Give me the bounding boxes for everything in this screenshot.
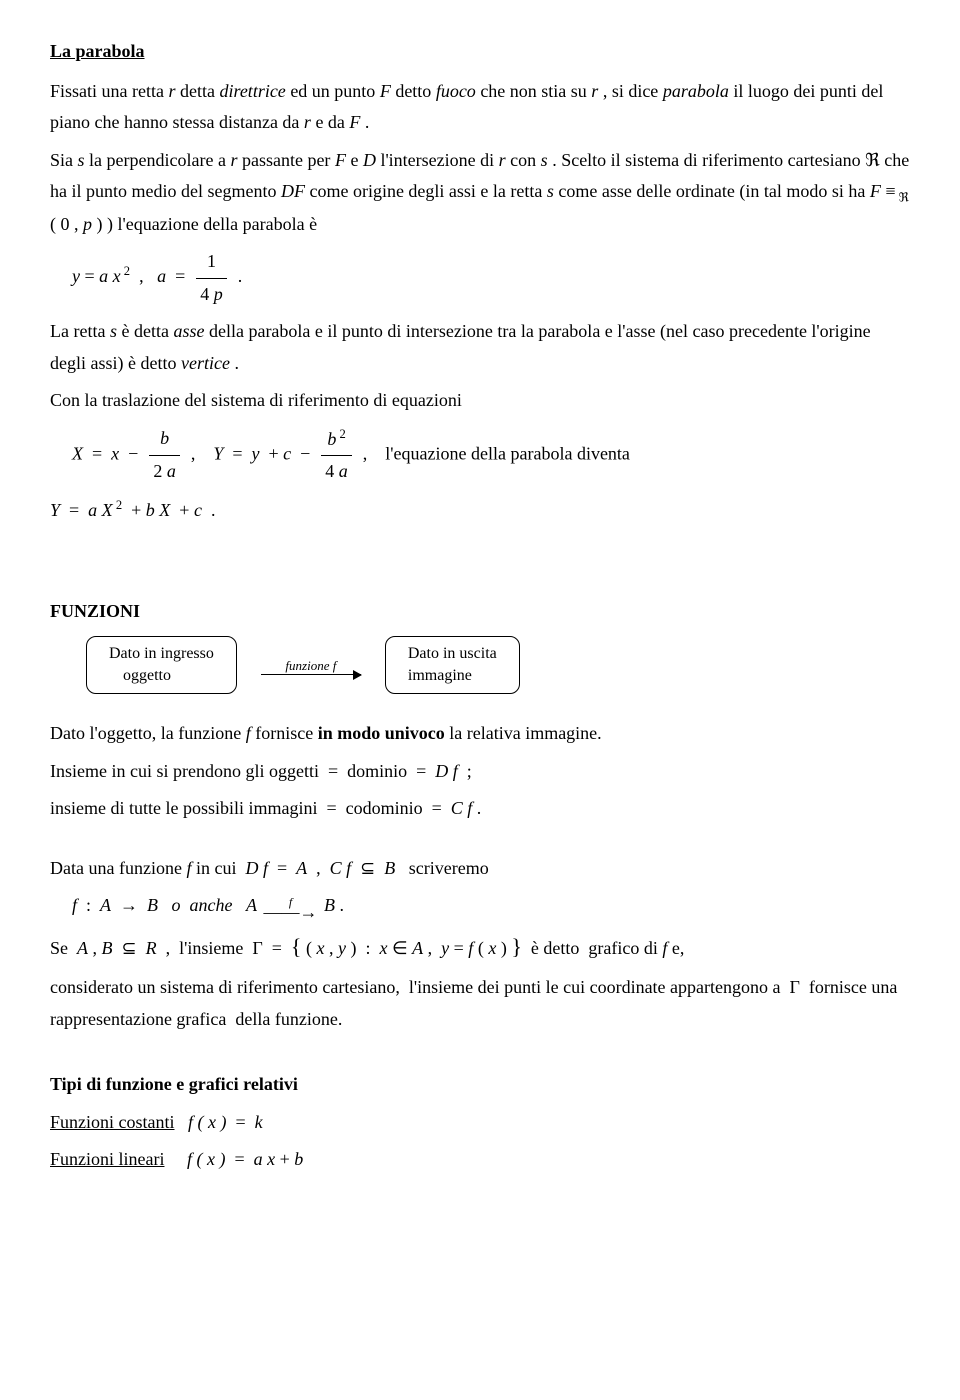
funzioni-lineari-label: Funzioni lineari	[50, 1149, 164, 1169]
parabola-eq1: y = a x 2 , a = 14 p .	[72, 246, 910, 310]
section-title-parabola: La parabola	[50, 36, 910, 68]
box-ingresso: Dato in ingresso oggetto	[86, 636, 237, 695]
arrow-line	[261, 674, 361, 676]
parabola-eq3: Y = a X 2 + b X + c .	[50, 494, 910, 527]
box-ingresso-l1: Dato in ingresso	[109, 645, 214, 662]
funzioni-p6a: Se A , B ⊆ R , l'insieme Γ = { ( x , y )…	[50, 928, 910, 967]
box-uscita: Dato in uscita immagine	[385, 636, 520, 695]
tipi-head: Tipi di funzione e grafici relativi	[50, 1069, 910, 1101]
arrow-funzione: funzione f	[261, 655, 361, 675]
parabola-eq2: X = x − b2 a , Y = y + c − b 24 a , l'eq…	[72, 423, 910, 488]
box-uscita-l2: immagine	[408, 667, 472, 684]
section-title-funzioni: FUNZIONI	[50, 596, 910, 628]
funzioni-p6b: considerato un sistema di riferimento ca…	[50, 972, 910, 1035]
funzioni-p2: Insieme in cui si prendono gli oggetti =…	[50, 756, 910, 788]
parabola-asse-vertice: La retta s è detta asse della parabola e…	[50, 316, 910, 379]
funzioni-costanti: Funzioni costanti f ( x ) = k	[50, 1107, 910, 1139]
funzioni-lineari: Funzioni lineari f ( x ) = a x + b	[50, 1144, 910, 1176]
box-ingresso-l2: oggetto	[109, 667, 171, 684]
funzioni-costanti-label: Funzioni costanti	[50, 1112, 175, 1132]
funzione-diagram: Dato in ingresso oggetto funzione f Dato…	[86, 636, 910, 695]
funzioni-p5: f : A → B o anche A f ——→ B .	[72, 890, 910, 922]
box-uscita-l1: Dato in uscita	[408, 645, 497, 662]
parabola-setup: Sia s la perpendicolare a r passante per…	[50, 145, 910, 241]
parabola-traslazione-intro: Con la traslazione del sistema di riferi…	[50, 385, 910, 417]
funzioni-p1: Dato l'oggetto, la funzione f fornisce i…	[50, 718, 910, 750]
funzioni-p3: insieme di tutte le possibili immagini =…	[50, 793, 910, 825]
funzioni-p4: Data una funzione f in cui D f = A , C f…	[50, 853, 910, 885]
parabola-def: Fissati una retta r detta direttrice ed …	[50, 76, 910, 139]
